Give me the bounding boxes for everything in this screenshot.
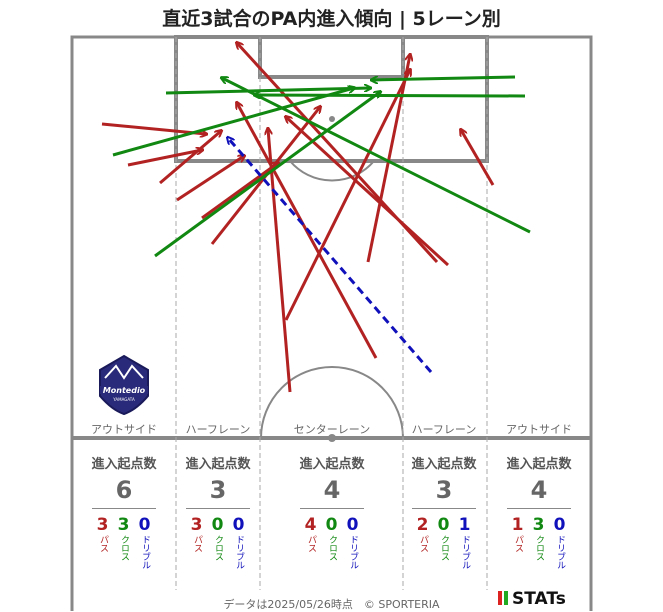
cross-arrow (222, 78, 531, 234)
stat-divider (186, 508, 250, 509)
logo-bar-icon (504, 591, 508, 605)
pass-arrow (237, 43, 439, 264)
stat-divider (507, 508, 571, 509)
stat-heading: 進入起点数 (506, 457, 572, 472)
pass-label: パス (418, 535, 428, 552)
cross-arrow (112, 88, 354, 157)
stat-total: 6 (115, 476, 133, 504)
cross-count: 0 (437, 515, 450, 535)
cross-label: クロス (119, 535, 129, 561)
pass-count: 3 (96, 515, 109, 535)
breakdown-halfspace-left: 3 パス 0 クロス 0 ドリブル (188, 515, 247, 569)
dribble-count: 0 (346, 515, 359, 535)
brand-text: STATs (512, 589, 566, 609)
footer-credit: データは2025/05/26時点 © SPORTERIA (223, 598, 440, 611)
cross-count: 0 (325, 515, 338, 535)
stats-logo: STATs (498, 589, 566, 609)
club-emblem: Montedio YAMAGATA (99, 354, 149, 416)
penalty-area (174, 35, 489, 163)
page-title: 直近3試合のPA内進入傾向 | 5レーン別 (162, 8, 501, 30)
stat-total: 4 (323, 476, 341, 504)
pass-count: 4 (304, 515, 317, 535)
dribble-count: 0 (232, 515, 245, 535)
pass-label: パス (306, 535, 316, 552)
dribble-label: ドリブル (140, 535, 150, 569)
stat-divider (412, 508, 476, 509)
pass-arrow (101, 122, 206, 134)
stat-heading: 進入起点数 (91, 457, 157, 472)
lane-label-halfspace-left: ハーフレーン (185, 423, 251, 436)
cross-arrow (255, 95, 526, 96)
center-circle (260, 366, 404, 439)
pass-arrow (366, 55, 410, 263)
stat-total: 4 (530, 476, 548, 504)
dribble-label: ドリブル (555, 535, 565, 569)
center-spot (328, 434, 336, 442)
pass-arrow (268, 129, 292, 393)
dribble-count: 1 (458, 515, 471, 535)
dribble-count: 0 (138, 515, 151, 535)
pass-arrow (461, 130, 495, 186)
emblem-subtext: YAMAGATA (112, 397, 135, 402)
breakdown-outside-right: 1 パス 3 クロス 0 ドリブル (509, 515, 568, 569)
stat-total: 3 (435, 476, 453, 504)
stat-heading: 進入起点数 (411, 457, 477, 472)
dribble-count: 0 (553, 515, 566, 535)
cross-arrow (165, 88, 370, 95)
lane-label-center: センターレーン (293, 423, 371, 436)
dribble-label: ドリブル (234, 535, 244, 569)
stat-total: 3 (209, 476, 227, 504)
pass-label: パス (98, 535, 108, 552)
lane-label-halfspace-right: ハーフレーン (411, 423, 477, 436)
dribble-arrow (228, 138, 433, 373)
cross-count: 0 (211, 515, 224, 535)
stat-heading: 進入起点数 (299, 457, 365, 472)
cross-arrow (372, 75, 516, 80)
pass-count: 3 (190, 515, 203, 535)
lane-label-outside-right: アウトサイド (506, 423, 572, 436)
breakdown-outside-left: 3 パス 3 クロス 0 ドリブル (94, 515, 153, 569)
pass-count: 2 (416, 515, 429, 535)
pass-arrow (284, 70, 410, 321)
penalty-spot (329, 116, 335, 122)
pass-arrow (127, 150, 202, 167)
dribble-label: ドリブル (348, 535, 358, 569)
pass-label: パス (192, 535, 202, 552)
dribble-label: ドリブル (460, 535, 470, 569)
cross-arrow (154, 92, 380, 258)
logo-bar-icon (498, 591, 502, 605)
stat-divider (300, 508, 364, 509)
arrow-layer (101, 43, 531, 393)
stat-divider (92, 508, 156, 509)
cross-label: クロス (439, 535, 449, 561)
cross-label: クロス (327, 535, 337, 561)
lane-label-outside-left: アウトサイド (91, 423, 157, 436)
pass-arrow (201, 163, 278, 220)
breakdown-halfspace-right: 2 パス 0 クロス 1 ドリブル (414, 515, 473, 569)
pass-arrow (159, 131, 221, 185)
cross-label: クロス (534, 535, 544, 561)
goal-area (258, 35, 405, 79)
breakdown-center: 4 パス 0 クロス 0 ドリブル (302, 515, 361, 569)
cross-count: 3 (532, 515, 545, 535)
emblem-text: Montedio (103, 386, 146, 395)
stat-heading: 進入起点数 (185, 457, 251, 472)
pass-arrow (286, 117, 450, 267)
penalty-arc (289, 160, 375, 182)
pass-arrow (176, 156, 244, 202)
cross-count: 3 (117, 515, 130, 535)
cross-label: クロス (213, 535, 223, 561)
pass-label: パス (513, 535, 523, 552)
pass-count: 1 (511, 515, 524, 535)
